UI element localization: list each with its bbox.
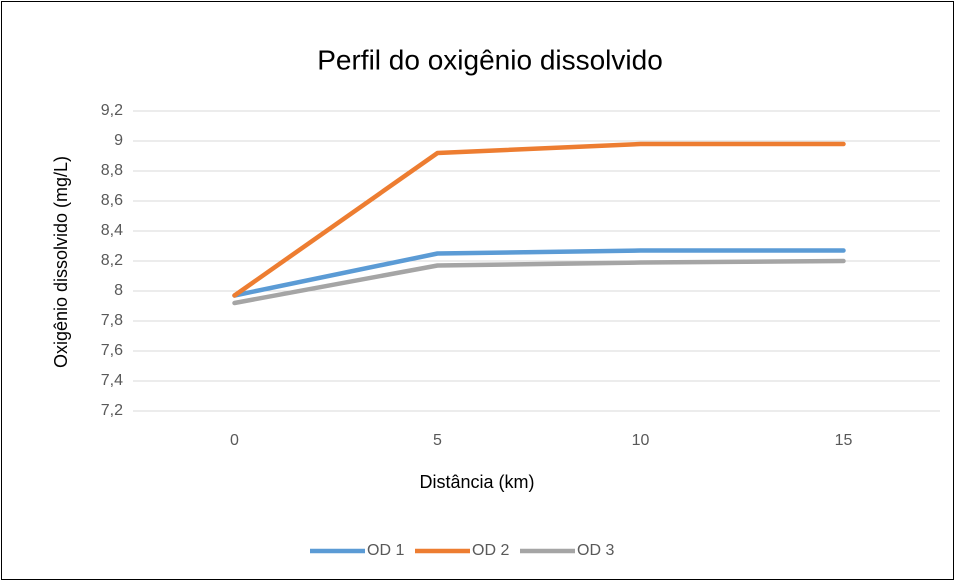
legend-label: OD 1 [367, 542, 404, 559]
y-tick-label: 7,2 [101, 402, 123, 419]
y-axis-label: Oxigênio dissolvido (mg/L) [51, 156, 71, 368]
series-line [232, 258, 846, 306]
legend-label: OD 3 [577, 542, 614, 559]
y-tick-label: 7,6 [101, 342, 123, 359]
x-tick-label: 10 [632, 432, 650, 449]
y-tick-label: 8,8 [101, 162, 123, 179]
x-tick-label: 15 [835, 432, 853, 449]
y-tick-label: 7,8 [101, 312, 123, 329]
series-line [232, 248, 846, 298]
y-tick-label: 9 [114, 132, 123, 149]
y-tick-label: 8 [114, 282, 123, 299]
y-tick-label: 8,2 [101, 252, 123, 269]
x-tick-label: 5 [433, 432, 442, 449]
series-line [232, 141, 846, 298]
y-tick-label: 8,6 [101, 192, 123, 209]
y-tick-label: 9,2 [101, 102, 123, 119]
legend-label: OD 2 [472, 542, 509, 559]
chart-title: Perfil do oxigênio dissolvido [317, 44, 663, 75]
y-tick-label: 8,4 [101, 222, 123, 239]
y-tick-label: 7,4 [101, 372, 123, 389]
x-tick-label: 0 [230, 432, 239, 449]
x-axis-label: Distância (km) [419, 472, 534, 492]
